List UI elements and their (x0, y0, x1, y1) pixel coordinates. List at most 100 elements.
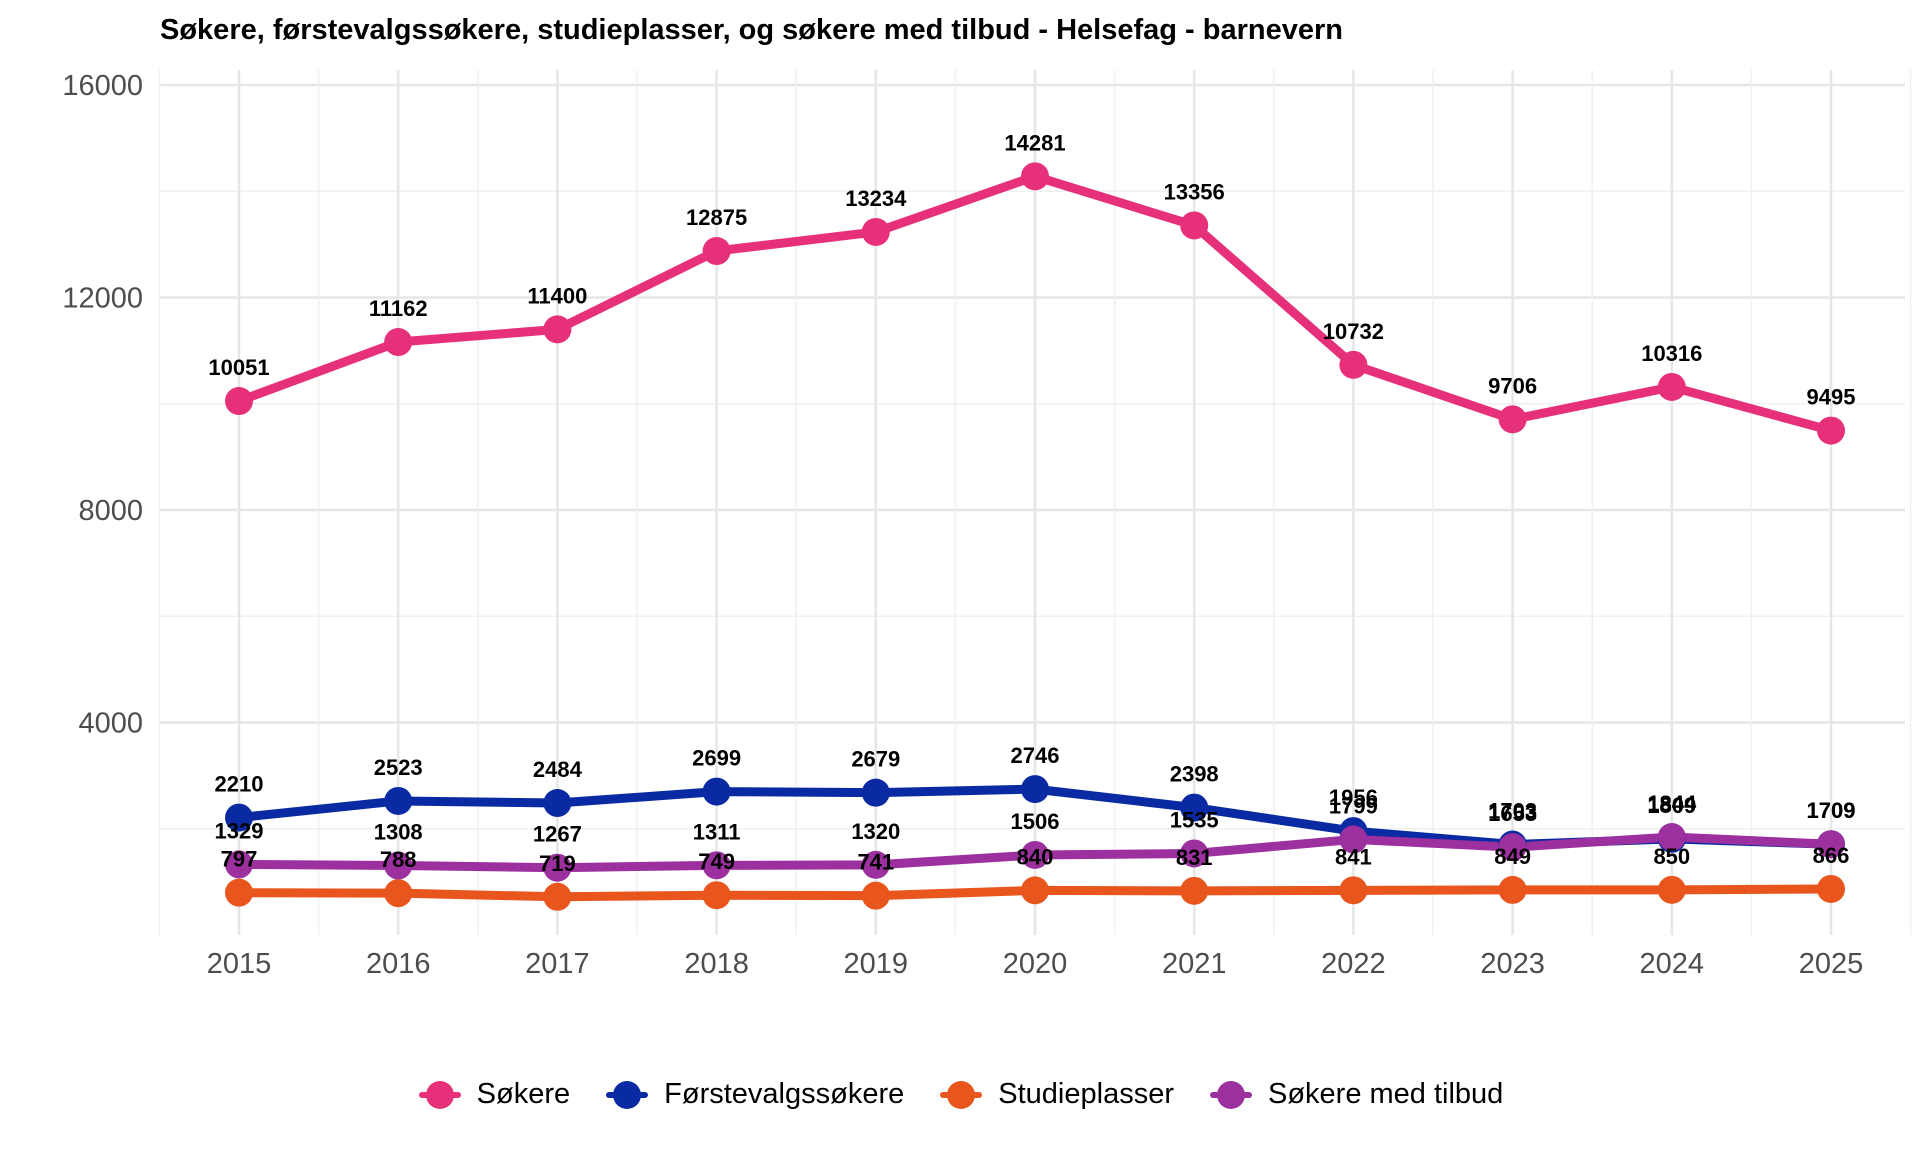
data-label: 797 (221, 847, 258, 872)
data-point (1180, 839, 1209, 868)
data-label: 849 (1494, 844, 1531, 869)
data-point (543, 853, 572, 882)
chart-title: Søkere, førstevalgssøkere, studieplasser… (160, 14, 1343, 46)
x-tick-label: 2024 (1640, 948, 1705, 980)
legend-item: Førstevalgssøkere (604, 1078, 904, 1111)
data-label: 12875 (686, 205, 747, 230)
y-tick-label: 4000 (78, 708, 143, 740)
data-point (702, 881, 731, 910)
data-label: 1799 (1329, 793, 1378, 818)
legend-label: Søkere (476, 1078, 571, 1110)
series-points (225, 162, 1845, 911)
data-label: 1709 (1807, 798, 1856, 823)
data-point (225, 878, 253, 907)
data-label: 11400 (527, 283, 587, 308)
data-point (543, 882, 572, 911)
data-point (225, 387, 253, 416)
data-label: 10051 (208, 355, 269, 380)
x-tick-label: 2025 (1799, 948, 1864, 980)
data-point (384, 328, 413, 357)
data-point (1498, 833, 1527, 862)
data-label: 1329 (215, 818, 264, 843)
data-label: 840 (1017, 844, 1054, 869)
x-axis: 2015 2016 2017 2018 2019 2020 2021 2022 2023 2024… (207, 948, 1864, 980)
data-label: 841 (1335, 844, 1372, 869)
data-label: 9706 (1488, 373, 1537, 398)
legend-item: Studieplasser (938, 1078, 1174, 1111)
data-label: 2746 (1011, 743, 1060, 768)
data-label: 788 (380, 847, 417, 872)
data-point (1021, 775, 1049, 804)
data-point (1180, 211, 1209, 240)
data-point (1021, 162, 1049, 191)
legend-swatch (1208, 1080, 1254, 1110)
data-point (702, 851, 731, 880)
data-label: 2523 (374, 755, 423, 780)
data-label: 14281 (1004, 130, 1065, 155)
data-point (1339, 876, 1368, 905)
data-point (1817, 416, 1845, 445)
legend-item: Søkere med tilbud (1208, 1078, 1503, 1111)
data-point (861, 850, 890, 879)
legend-swatch (938, 1080, 984, 1110)
data-label: 1311 (693, 819, 741, 844)
data-label: 2679 (851, 747, 900, 772)
data-point (702, 237, 731, 266)
x-tick-label: 2015 (207, 948, 272, 980)
data-point (1657, 823, 1686, 852)
x-tick-label: 2023 (1480, 948, 1545, 980)
data-point (1180, 876, 1209, 905)
data-label: 1809 (1647, 793, 1696, 818)
data-point (1657, 875, 1686, 904)
data-label: 13234 (845, 186, 907, 211)
data-point (1817, 830, 1845, 859)
data-label: 1653 (1488, 801, 1537, 826)
data-label: 719 (539, 851, 576, 876)
data-point (1339, 350, 1368, 379)
data-label: 1308 (374, 820, 423, 845)
data-label: 1709 (1807, 798, 1856, 823)
data-point (1339, 825, 1368, 854)
data-point (861, 217, 890, 246)
data-label: 11162 (369, 296, 428, 321)
data-label: 10732 (1323, 319, 1384, 344)
y-axis: 4000 8000 12000 16000 (62, 70, 143, 740)
data-point (1498, 875, 1527, 904)
data-label: 2699 (692, 746, 741, 771)
data-point (384, 851, 413, 880)
data-point (1817, 874, 1845, 903)
x-tick-label: 2016 (366, 948, 431, 980)
data-label: 10316 (1641, 341, 1702, 366)
data-point (1180, 793, 1209, 822)
data-label: 1267 (533, 822, 582, 847)
data-label: 1956 (1329, 785, 1378, 810)
data-label: 1506 (1011, 809, 1060, 834)
data-point (702, 777, 731, 806)
data-point (543, 315, 572, 344)
legend-label: Førstevalgssøkere (664, 1078, 905, 1110)
x-tick-label: 2021 (1162, 948, 1227, 980)
data-label: 2484 (533, 757, 583, 782)
data-label: 2398 (1170, 762, 1219, 787)
data-label: 1320 (851, 819, 900, 844)
x-tick-label: 2019 (844, 948, 909, 980)
data-label: 1535 (1170, 807, 1219, 832)
data-point (1021, 840, 1049, 869)
x-tick-label: 2020 (1003, 948, 1068, 980)
legend-swatch (604, 1080, 650, 1110)
legend: Søkere Førstevalgssøkere Studieplasser Søke… (0, 1078, 1920, 1111)
data-point (543, 789, 572, 818)
data-point (384, 879, 413, 908)
data-label: 1703 (1488, 799, 1537, 824)
data-point (861, 881, 890, 910)
data-point (861, 778, 890, 807)
data-label: 741 (857, 850, 894, 875)
data-label: 866 (1813, 843, 1850, 868)
data-label: 13356 (1164, 179, 1225, 204)
legend-swatch (417, 1080, 463, 1110)
data-label: 850 (1653, 844, 1690, 869)
data-point (384, 786, 413, 815)
data-point (1657, 372, 1686, 401)
data-label: 2210 (215, 772, 264, 797)
data-point (1021, 876, 1049, 905)
